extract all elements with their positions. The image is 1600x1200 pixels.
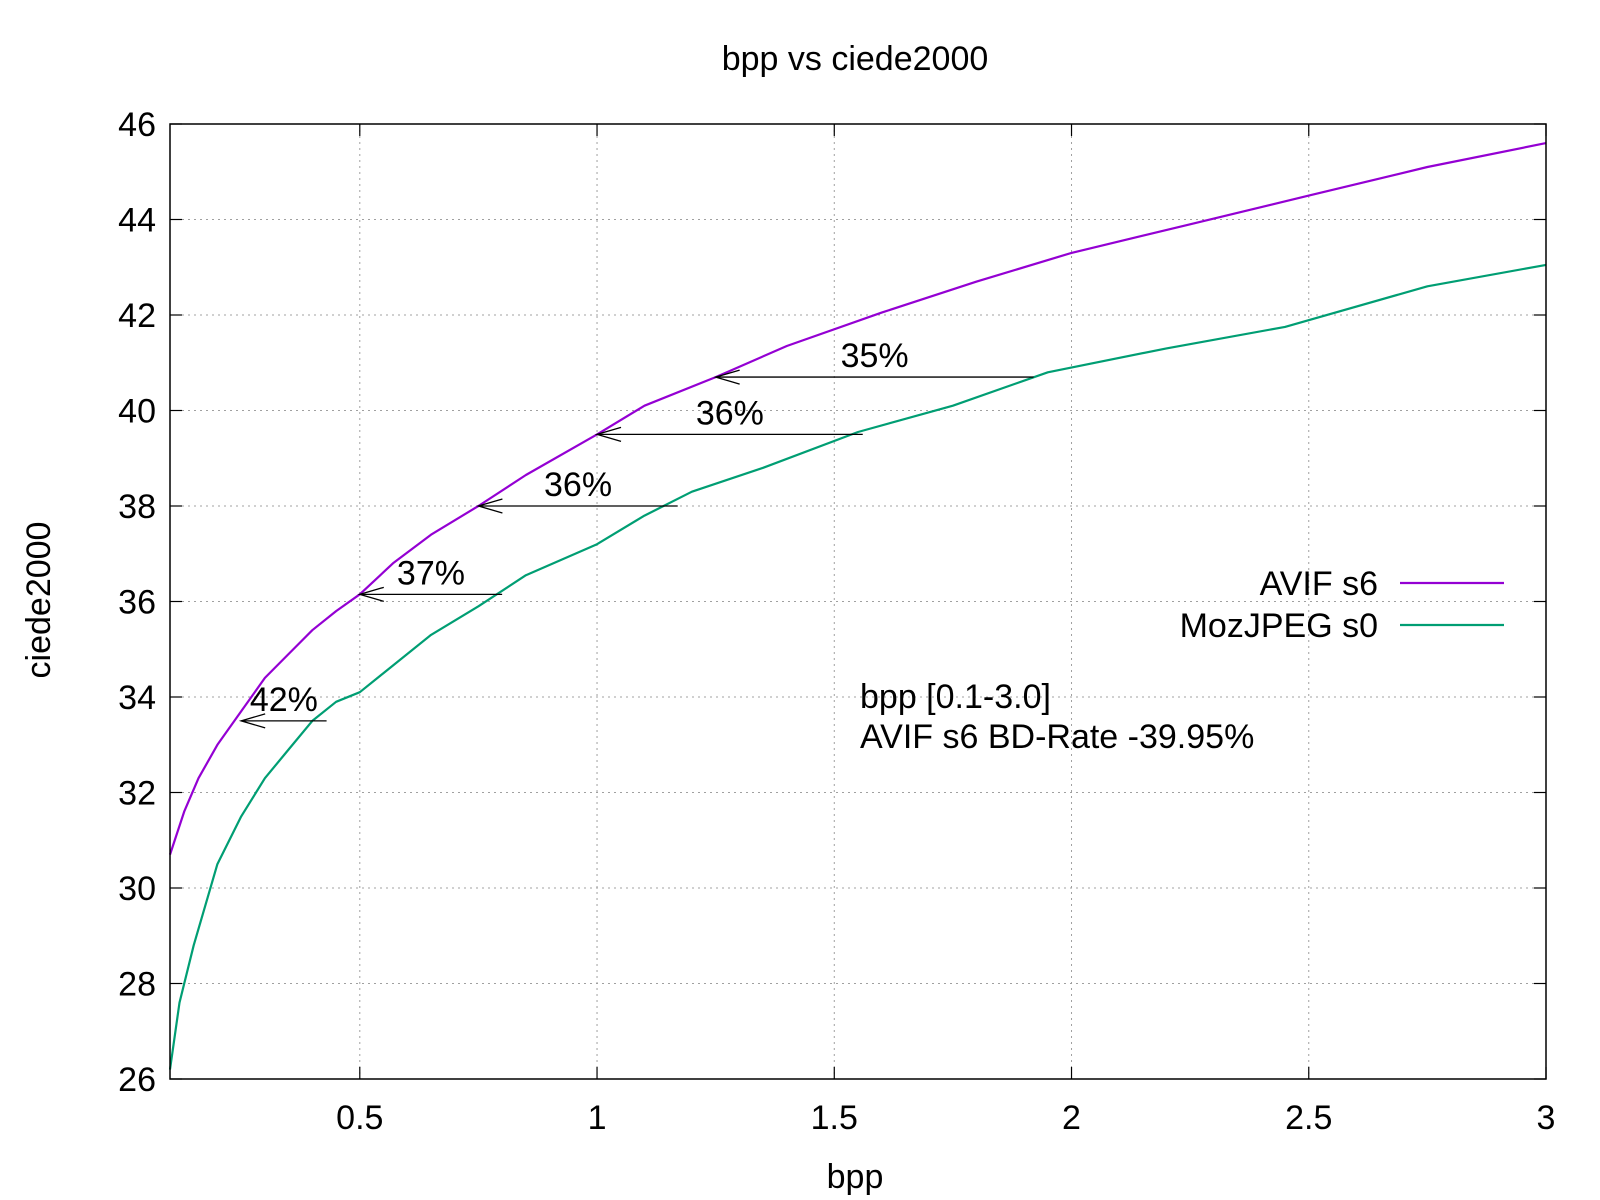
annotation-arrowhead [357, 586, 384, 602]
y-tick-label: 38 [118, 488, 156, 526]
chart-title: bpp vs ciede2000 [722, 40, 989, 78]
y-tick-label: 30 [118, 870, 156, 908]
annotation-label: 36% [544, 466, 612, 504]
plot-frame [169, 123, 1547, 1080]
series-line-avif-s6 [168, 142, 1547, 855]
y-tick-label: 42 [118, 297, 156, 335]
y-tick-label: 46 [118, 106, 156, 144]
annotation-group: 35% 36% 36% 37% 42% [238, 337, 1034, 729]
annotation-label: 36% [696, 394, 764, 432]
y-tick-label: 40 [118, 393, 156, 431]
x-tick-label: 0.5 [336, 1099, 383, 1137]
x-tick-label: 1.5 [811, 1099, 858, 1137]
annotation-arrowhead [238, 713, 266, 729]
bd-rate-value-label: AVIF s6 BD-Rate -39.95% [860, 718, 1254, 756]
y-tick-label: 44 [118, 202, 156, 240]
y-tick-label: 34 [118, 679, 156, 717]
y-axis-title: ciede2000 [20, 522, 58, 679]
y-tick-label: 32 [118, 775, 156, 813]
bd-rate-box: bpp [0.1-3.0] AVIF s6 BD-Rate -39.95% [860, 678, 1254, 756]
annotation-arrowhead [594, 426, 622, 442]
y-tick-label: 26 [118, 1061, 156, 1099]
annotation-arrowhead [476, 498, 503, 514]
annotation-label: 42% [250, 681, 318, 719]
bd-rate-range-label: bpp [0.1-3.0] [860, 678, 1051, 716]
axis-ticks: 0.5 1 1.5 2 2.5 3 26 28 30 32 34 36 38 40 42 44 46 [118, 106, 1555, 1137]
legend-label-avif-s6: AVIF s6 [1260, 565, 1378, 603]
x-tick-label: 1 [588, 1099, 607, 1137]
legend: AVIF s6 MozJPEG s0 [1180, 565, 1504, 645]
annotation-label: 37% [397, 554, 465, 592]
x-tick-label: 2 [1062, 1099, 1081, 1137]
legend-label-mozjpeg-s0: MozJPEG s0 [1180, 607, 1378, 645]
y-tick-label: 28 [118, 966, 156, 1004]
x-tick-label: 3 [1537, 1099, 1556, 1137]
x-axis-title: bpp [827, 1158, 884, 1196]
y-tick-label: 36 [118, 584, 156, 622]
annotation-arrowhead [713, 369, 740, 385]
x-tick-label: 2.5 [1285, 1099, 1332, 1137]
annotation-label: 35% [841, 337, 909, 375]
grid [170, 124, 1546, 1079]
series-line-mozjpeg-s0 [168, 263, 1547, 1070]
